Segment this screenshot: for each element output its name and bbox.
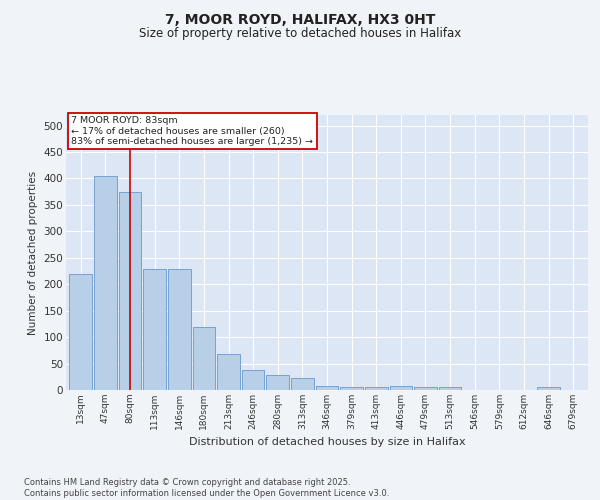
Bar	[193, 326, 215, 390]
Bar	[316, 386, 338, 390]
X-axis label: Distribution of detached houses by size in Halifax: Distribution of detached houses by size …	[188, 438, 466, 448]
Bar	[266, 375, 289, 390]
Bar	[94, 176, 117, 390]
Bar	[168, 270, 191, 390]
Bar	[242, 370, 265, 390]
Bar	[537, 388, 560, 390]
Bar	[217, 354, 240, 390]
Bar	[70, 274, 92, 390]
Text: 7 MOOR ROYD: 83sqm
← 17% of detached houses are smaller (260)
83% of semi-detach: 7 MOOR ROYD: 83sqm ← 17% of detached hou…	[71, 116, 313, 146]
Y-axis label: Number of detached properties: Number of detached properties	[28, 170, 38, 334]
Bar	[414, 388, 437, 390]
Bar	[143, 270, 166, 390]
Bar	[119, 192, 142, 390]
Bar	[340, 388, 363, 390]
Bar	[291, 378, 314, 390]
Bar	[439, 388, 461, 390]
Text: Contains HM Land Registry data © Crown copyright and database right 2025.
Contai: Contains HM Land Registry data © Crown c…	[24, 478, 389, 498]
Text: Size of property relative to detached houses in Halifax: Size of property relative to detached ho…	[139, 28, 461, 40]
Bar	[389, 386, 412, 390]
Text: 7, MOOR ROYD, HALIFAX, HX3 0HT: 7, MOOR ROYD, HALIFAX, HX3 0HT	[165, 12, 435, 26]
Bar	[365, 388, 388, 390]
